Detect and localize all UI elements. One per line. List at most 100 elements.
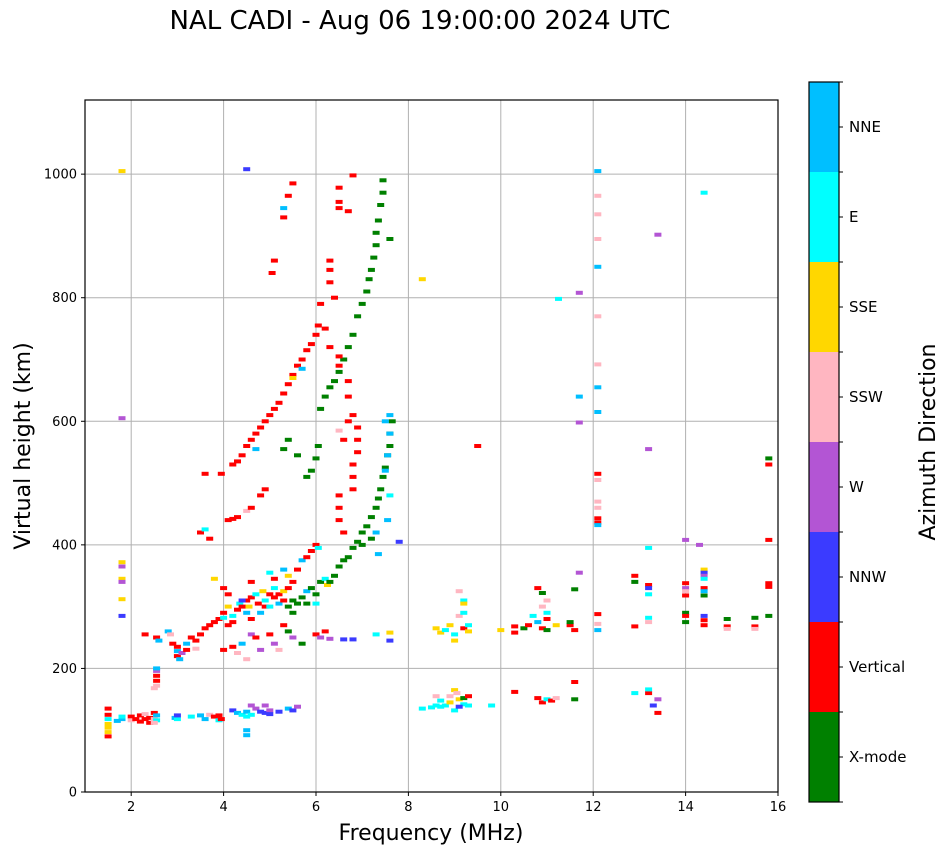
data-point-x-mode bbox=[372, 505, 380, 510]
data-point-nnw bbox=[275, 709, 283, 714]
data-point-sse bbox=[245, 604, 253, 609]
x-axis-label: Frequency (MHz) bbox=[339, 821, 524, 846]
x-tick-label: 6 bbox=[312, 800, 320, 815]
data-point-vertical bbox=[234, 607, 241, 612]
data-point-vertical bbox=[153, 673, 161, 678]
y-tick-label: 1000 bbox=[44, 168, 77, 183]
data-point-vertical bbox=[312, 332, 320, 337]
data-point-nnw bbox=[261, 710, 269, 715]
data-point-nne bbox=[374, 552, 382, 557]
data-point-vertical bbox=[349, 487, 357, 492]
data-point-x-mode bbox=[358, 542, 366, 547]
y-axis-label: Virtual height (km) bbox=[11, 342, 36, 549]
data-point-e bbox=[187, 714, 195, 719]
data-point-vertical bbox=[197, 632, 204, 637]
data-point-sse bbox=[465, 629, 472, 634]
data-point-ssw bbox=[455, 613, 463, 618]
data-point-e bbox=[460, 610, 468, 615]
data-point-e bbox=[243, 714, 251, 719]
data-point-x-mode bbox=[386, 237, 394, 241]
data-point-vertical bbox=[266, 413, 274, 418]
data-point-sse bbox=[432, 626, 440, 631]
data-point-vertical bbox=[210, 620, 218, 625]
data-point-e bbox=[153, 718, 161, 723]
data-point-vertical bbox=[206, 623, 214, 628]
data-point-x-mode bbox=[284, 437, 292, 442]
data-point-x-mode bbox=[298, 641, 306, 646]
data-point-vertical bbox=[765, 537, 773, 542]
data-point-vertical bbox=[349, 413, 357, 418]
data-point-ssw bbox=[594, 478, 602, 482]
data-point-vertical bbox=[534, 696, 542, 701]
data-point-vertical bbox=[654, 710, 662, 715]
data-point-vertical bbox=[266, 592, 274, 597]
data-point-vertical bbox=[217, 471, 225, 476]
data-point-vertical bbox=[700, 618, 708, 623]
data-point-e bbox=[372, 632, 380, 637]
data-point-x-mode bbox=[340, 357, 348, 362]
data-point-x-mode bbox=[723, 617, 731, 621]
data-point-ssw bbox=[153, 683, 161, 688]
data-point-e bbox=[460, 598, 468, 603]
data-point-ssw bbox=[206, 712, 214, 717]
data-point-vertical bbox=[187, 635, 195, 640]
data-point-vertical bbox=[344, 394, 352, 399]
data-point-vertical bbox=[594, 612, 602, 617]
data-point-x-mode bbox=[358, 530, 366, 535]
data-point-nne bbox=[153, 713, 161, 718]
data-point-vertical bbox=[206, 536, 214, 541]
data-point-vertical bbox=[289, 181, 297, 186]
data-point-x-mode bbox=[349, 332, 357, 337]
data-point-vertical bbox=[201, 471, 209, 476]
data-point-nne bbox=[381, 419, 389, 424]
y-tick-label: 400 bbox=[52, 538, 77, 553]
data-point-w bbox=[261, 703, 269, 708]
data-point-vertical bbox=[270, 406, 278, 411]
data-point-vertical bbox=[538, 626, 546, 631]
data-point-w bbox=[317, 635, 325, 640]
data-point-nne bbox=[386, 413, 394, 418]
data-point-ssw bbox=[141, 712, 149, 717]
data-point-nne bbox=[594, 264, 602, 269]
data-point-ssw bbox=[432, 694, 440, 699]
data-point-w bbox=[654, 697, 662, 702]
data-point-vertical bbox=[280, 623, 288, 628]
data-point-e bbox=[220, 615, 228, 620]
data-point-e bbox=[441, 703, 449, 708]
data-point-vertical bbox=[224, 623, 232, 628]
data-point-nne bbox=[257, 610, 265, 615]
data-point-x-mode bbox=[331, 379, 338, 384]
data-point-vertical bbox=[344, 419, 352, 424]
data-point-e bbox=[312, 601, 320, 606]
data-point-vertical bbox=[146, 715, 154, 720]
data-point-sse bbox=[552, 623, 560, 628]
data-point-vertical bbox=[201, 626, 209, 631]
data-point-vertical bbox=[682, 581, 690, 586]
data-point-vertical bbox=[543, 617, 551, 621]
data-point-vertical bbox=[594, 520, 602, 525]
data-point-x-mode bbox=[294, 601, 301, 606]
data-point-vertical bbox=[335, 185, 343, 190]
data-point-x-mode bbox=[520, 626, 528, 631]
x-tick-label: 12 bbox=[585, 800, 602, 815]
data-point-vertical bbox=[525, 623, 532, 628]
data-point-vertical bbox=[326, 280, 334, 285]
data-point-x-mode bbox=[377, 203, 385, 207]
data-point-vertical bbox=[215, 617, 223, 621]
data-point-vertical bbox=[317, 301, 325, 306]
data-point-vertical bbox=[173, 654, 181, 659]
data-point-vertical bbox=[247, 505, 255, 510]
data-point-vertical bbox=[631, 624, 639, 629]
data-point-w bbox=[575, 420, 583, 425]
data-point-x-mode bbox=[344, 345, 352, 350]
data-point-vertical bbox=[238, 604, 246, 609]
data-point-sse bbox=[259, 589, 267, 594]
data-point-nne bbox=[280, 567, 288, 572]
data-point-nne bbox=[594, 385, 602, 390]
data-point-vertical bbox=[460, 626, 468, 631]
data-point-vertical bbox=[303, 555, 311, 560]
data-point-sse bbox=[324, 583, 331, 587]
data-point-vertical bbox=[289, 372, 297, 377]
colorbar-label-sse: SSE bbox=[849, 298, 878, 316]
data-point-w bbox=[682, 586, 690, 591]
